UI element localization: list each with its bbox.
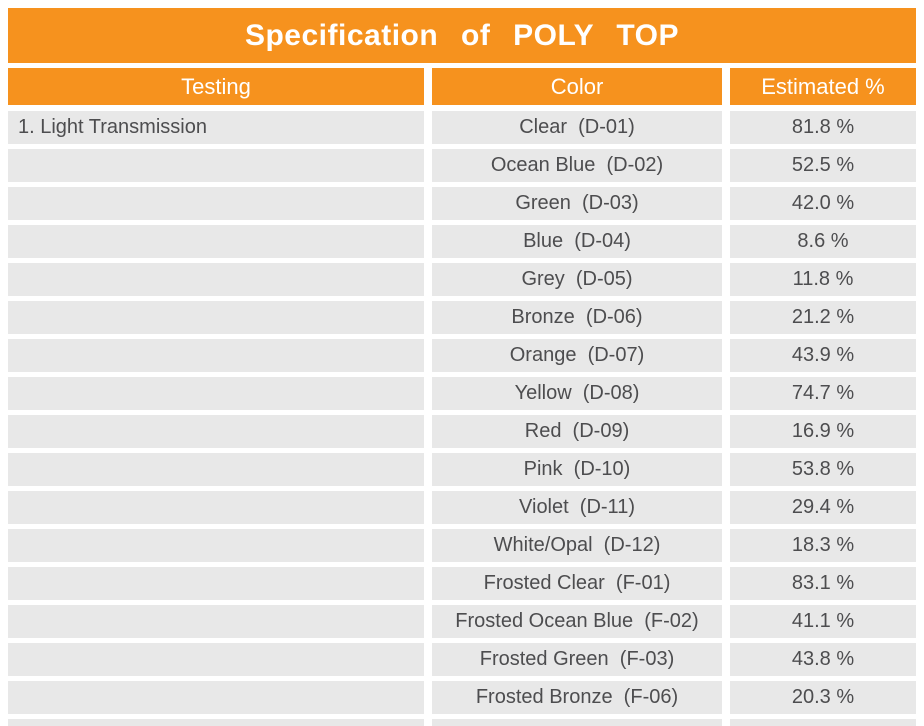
color-cell: Frosted Clear (F-01) bbox=[432, 567, 722, 600]
estimated-cell: 21.2 % bbox=[730, 301, 916, 334]
table-row: Grey (D-05) 11.8 % bbox=[8, 263, 916, 296]
color-cell: Bronze (D-06) bbox=[432, 301, 722, 334]
estimated-cell: 81.8 % bbox=[730, 111, 916, 144]
table-body: 1. Light Transmission Clear (D-01) 81.8 … bbox=[8, 111, 916, 726]
testing-cell bbox=[8, 719, 424, 726]
color-cell: Orange (D-07) bbox=[432, 339, 722, 372]
estimated-cell: 8.6 % bbox=[730, 225, 916, 258]
table-row: Frosted Ocean Blue (F-02) 41.1 % bbox=[8, 605, 916, 638]
estimated-cell bbox=[730, 719, 916, 726]
color-cell: Frosted Ocean Blue (F-02) bbox=[432, 605, 722, 638]
column-header-estimated: Estimated % bbox=[730, 68, 916, 105]
testing-cell bbox=[8, 339, 424, 372]
color-cell: Blue (D-04) bbox=[432, 225, 722, 258]
testing-cell bbox=[8, 415, 424, 448]
testing-cell bbox=[8, 605, 424, 638]
testing-cell bbox=[8, 187, 424, 220]
table-row: Blue (D-04) 8.6 % bbox=[8, 225, 916, 258]
color-cell: White/Opal (D-12) bbox=[432, 529, 722, 562]
testing-cell bbox=[8, 491, 424, 524]
testing-cell bbox=[8, 453, 424, 486]
table-row: Frosted Green (F-03) 43.8 % bbox=[8, 643, 916, 676]
color-cell: Ocean Blue (D-02) bbox=[432, 149, 722, 182]
testing-cell bbox=[8, 301, 424, 334]
table-row: Frosted Bronze (F-06) 20.3 % bbox=[8, 681, 916, 714]
estimated-cell: 16.9 % bbox=[730, 415, 916, 448]
estimated-cell: 53.8 % bbox=[730, 453, 916, 486]
color-cell: Clear (D-01) bbox=[432, 111, 722, 144]
table-row: Red (D-09) 16.9 % bbox=[8, 415, 916, 448]
color-cell bbox=[432, 719, 722, 726]
testing-cell bbox=[8, 377, 424, 410]
testing-cell bbox=[8, 225, 424, 258]
title-band: Specification of POLY TOP bbox=[8, 8, 916, 63]
table-row: Bronze (D-06) 21.2 % bbox=[8, 301, 916, 334]
table-row: Green (D-03) 42.0 % bbox=[8, 187, 916, 220]
estimated-cell: 20.3 % bbox=[730, 681, 916, 714]
estimated-cell: 43.8 % bbox=[730, 643, 916, 676]
testing-cell bbox=[8, 643, 424, 676]
estimated-cell: 52.5 % bbox=[730, 149, 916, 182]
color-cell: Red (D-09) bbox=[432, 415, 722, 448]
color-cell: Grey (D-05) bbox=[432, 263, 722, 296]
testing-cell bbox=[8, 681, 424, 714]
color-cell: Frosted Bronze (F-06) bbox=[432, 681, 722, 714]
estimated-cell: 11.8 % bbox=[730, 263, 916, 296]
estimated-cell: 29.4 % bbox=[730, 491, 916, 524]
table-row: Yellow (D-08) 74.7 % bbox=[8, 377, 916, 410]
column-header-color: Color bbox=[432, 68, 722, 105]
table-row: Violet (D-11) 29.4 % bbox=[8, 491, 916, 524]
testing-cell bbox=[8, 567, 424, 600]
table-row: Orange (D-07) 43.9 % bbox=[8, 339, 916, 372]
color-cell: Yellow (D-08) bbox=[432, 377, 722, 410]
estimated-cell: 18.3 % bbox=[730, 529, 916, 562]
testing-cell: 1. Light Transmission bbox=[8, 111, 424, 144]
estimated-cell: 42.0 % bbox=[730, 187, 916, 220]
color-cell: Violet (D-11) bbox=[432, 491, 722, 524]
estimated-cell: 41.1 % bbox=[730, 605, 916, 638]
testing-cell bbox=[8, 529, 424, 562]
table-row: Ocean Blue (D-02) 52.5 % bbox=[8, 149, 916, 182]
color-cell: Frosted Green (F-03) bbox=[432, 643, 722, 676]
table-row: 1. Light Transmission Clear (D-01) 81.8 … bbox=[8, 111, 916, 144]
table-row: Frosted Clear (F-01) 83.1 % bbox=[8, 567, 916, 600]
page-title: Specification of POLY TOP bbox=[244, 18, 680, 52]
table-row bbox=[8, 719, 916, 726]
estimated-cell: 83.1 % bbox=[730, 567, 916, 600]
color-cell: Green (D-03) bbox=[432, 187, 722, 220]
column-header-testing: Testing bbox=[8, 68, 424, 105]
table-header-row: Testing Color Estimated % bbox=[8, 68, 916, 105]
testing-cell bbox=[8, 149, 424, 182]
estimated-cell: 43.9 % bbox=[730, 339, 916, 372]
color-cell: Pink (D-10) bbox=[432, 453, 722, 486]
testing-cell bbox=[8, 263, 424, 296]
estimated-cell: 74.7 % bbox=[730, 377, 916, 410]
table-row: Pink (D-10) 53.8 % bbox=[8, 453, 916, 486]
table-row: White/Opal (D-12) 18.3 % bbox=[8, 529, 916, 562]
